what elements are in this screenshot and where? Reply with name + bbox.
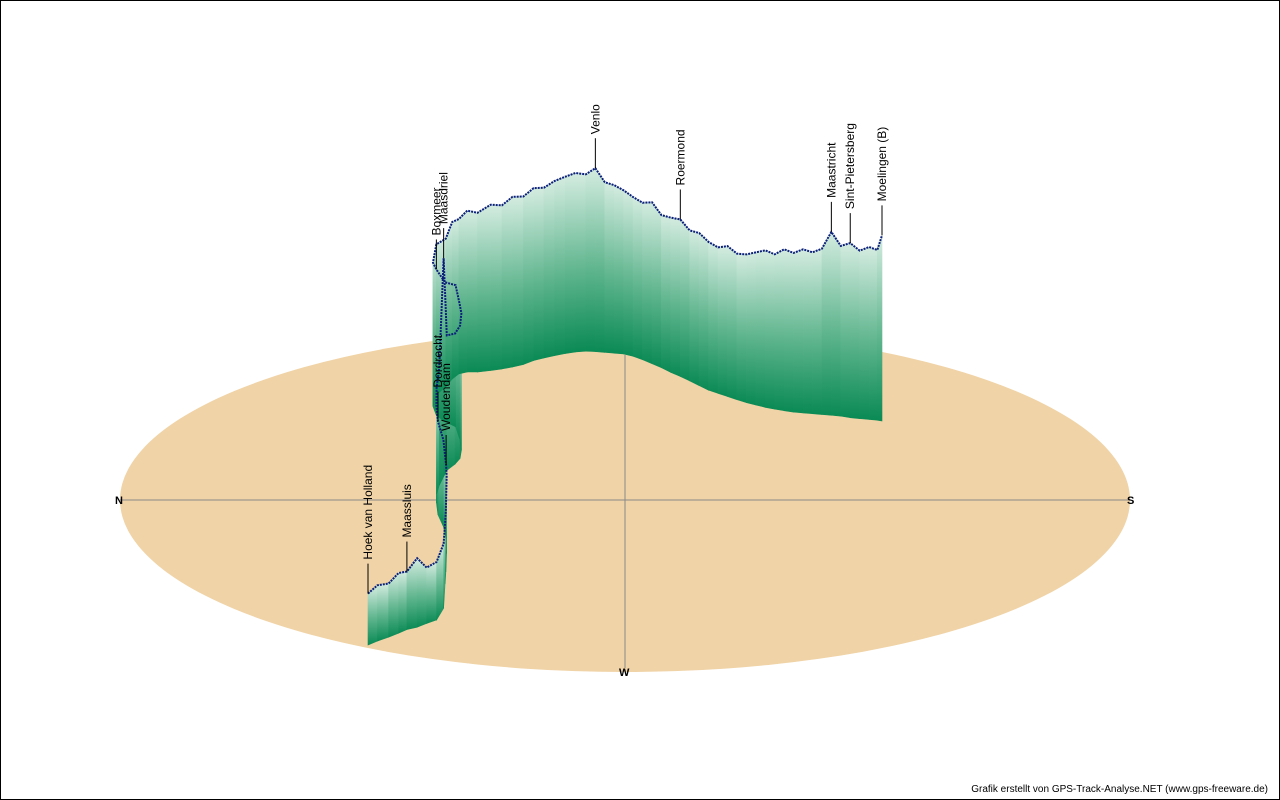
profile-segment <box>840 242 851 419</box>
profile-segment <box>859 246 870 420</box>
profile-segment <box>727 245 738 401</box>
profile-segment <box>651 201 662 369</box>
profile-segment <box>416 557 427 628</box>
profile-segment <box>543 180 555 359</box>
profile-segment <box>623 189 634 357</box>
profile-segment <box>755 249 766 408</box>
profile-segment <box>746 251 757 406</box>
profile-segment <box>490 204 503 371</box>
profile-segment <box>868 246 878 421</box>
profile-segment <box>575 172 587 353</box>
profile-segment <box>680 218 691 382</box>
waypoint-label: Woudendam <box>439 363 453 431</box>
profile-segment <box>585 167 596 352</box>
profile-segment <box>812 248 823 415</box>
profile-segment <box>398 571 408 634</box>
waypoint-label: Hoek van Holland <box>361 465 375 560</box>
credit-text: Grafik erstellt von GPS-Track-Analyse.NE… <box>971 784 1268 795</box>
profile-segment <box>802 248 813 415</box>
profile-segment <box>377 583 389 642</box>
profile-segment <box>717 245 728 397</box>
waypoint-label: Maassluis <box>400 484 414 537</box>
track-line <box>367 166 883 595</box>
profile-segment <box>554 176 566 356</box>
waypoint-label: Sint-Pietersberg <box>843 123 857 209</box>
profile-segment <box>445 221 453 388</box>
profile-layer <box>367 166 883 646</box>
compass-north: N <box>115 495 123 507</box>
profile-segment <box>876 235 883 422</box>
profile-segment <box>783 248 794 413</box>
profile-segment <box>698 232 709 391</box>
waypoint-label: Moelingen (B) <box>875 127 889 202</box>
profile-segment <box>533 187 545 361</box>
profile-segment <box>831 230 842 417</box>
profile-segment <box>604 181 615 354</box>
profile-segment <box>821 230 832 416</box>
profile-segment <box>689 230 700 387</box>
profile-segment <box>793 248 804 414</box>
profile-segment <box>426 561 437 624</box>
profile-segment <box>523 187 534 365</box>
compass-south: S <box>1127 495 1134 507</box>
profile-segment <box>512 196 524 368</box>
waypoint-label: Dordrecht <box>431 334 445 387</box>
waypoint-label: Maasdriel <box>437 172 451 224</box>
profile-segment <box>632 196 643 361</box>
profile-segment <box>458 209 468 375</box>
profile-segment <box>708 241 719 394</box>
profile-segment <box>613 184 624 355</box>
waypoint-label: Maastricht <box>824 142 838 198</box>
waypoint-label: Roermond <box>673 129 687 185</box>
waypoint-label: Venlo <box>588 104 602 134</box>
profile-segment <box>774 248 785 412</box>
waypoint-label: Boxmeer <box>429 187 443 235</box>
profile-segment <box>736 253 747 404</box>
profile-segment <box>595 167 606 353</box>
waypoint-labels: Hoek van Holland Maassluis DordrechtWouden… <box>361 104 889 594</box>
profile-segment <box>642 201 653 365</box>
profile-segment <box>564 172 576 354</box>
profile-segment <box>764 249 776 410</box>
profile-segment <box>670 217 681 377</box>
compass-west: W <box>619 667 630 679</box>
profile-segment <box>367 584 378 646</box>
profile-segment <box>661 214 672 373</box>
profile-segment <box>849 242 860 419</box>
profile-segment <box>501 196 513 370</box>
profile-segment <box>477 204 491 373</box>
profile-segment <box>466 210 478 373</box>
